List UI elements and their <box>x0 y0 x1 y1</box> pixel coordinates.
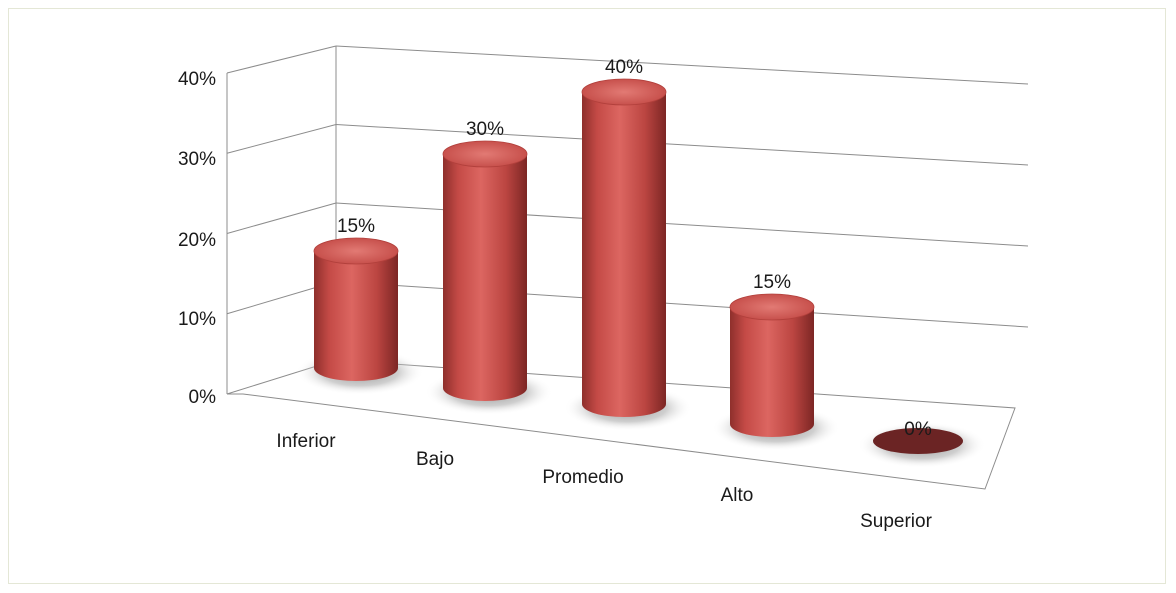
gridline-back <box>335 45 1029 85</box>
data-label: 15% <box>337 216 375 237</box>
y-tick-label: 20% <box>178 230 216 251</box>
data-label: 0% <box>904 419 932 440</box>
x-tick-label: Alto <box>721 485 754 506</box>
y-tick-label: 40% <box>178 69 216 90</box>
bar-top <box>313 237 399 265</box>
bars <box>296 78 986 468</box>
gridline-side <box>226 202 337 234</box>
bar <box>443 154 527 401</box>
x-tick-label: Promedio <box>542 467 623 488</box>
y-tick-label: 30% <box>178 149 216 170</box>
bar-top <box>581 78 667 106</box>
gridline-back <box>335 124 1029 166</box>
data-label: 40% <box>605 57 643 78</box>
data-label: 15% <box>753 272 791 293</box>
y-tick-label: 0% <box>189 387 217 408</box>
data-label: 30% <box>466 119 504 140</box>
bar <box>730 307 814 437</box>
bar <box>582 92 666 417</box>
x-axis: Inferior Bajo Promedio Alto Superior <box>276 431 932 532</box>
x-tick-label: Bajo <box>416 449 454 470</box>
y-axis: 0% 10% 20% 30% 40% <box>178 69 216 408</box>
gridline-side <box>226 45 337 74</box>
y-tick-label: 10% <box>178 309 216 330</box>
gridline-back <box>335 202 1029 247</box>
gridline-back <box>335 281 1029 328</box>
bar-top <box>729 293 815 321</box>
gridline-side <box>226 124 337 154</box>
bar-zero <box>873 428 963 454</box>
x-tick-label: Superior <box>860 511 932 532</box>
bar-top <box>442 140 528 168</box>
bar <box>314 251 398 381</box>
x-tick-label: Inferior <box>276 431 336 452</box>
data-labels: 15% 30% 40% 15% 0% <box>337 57 932 440</box>
